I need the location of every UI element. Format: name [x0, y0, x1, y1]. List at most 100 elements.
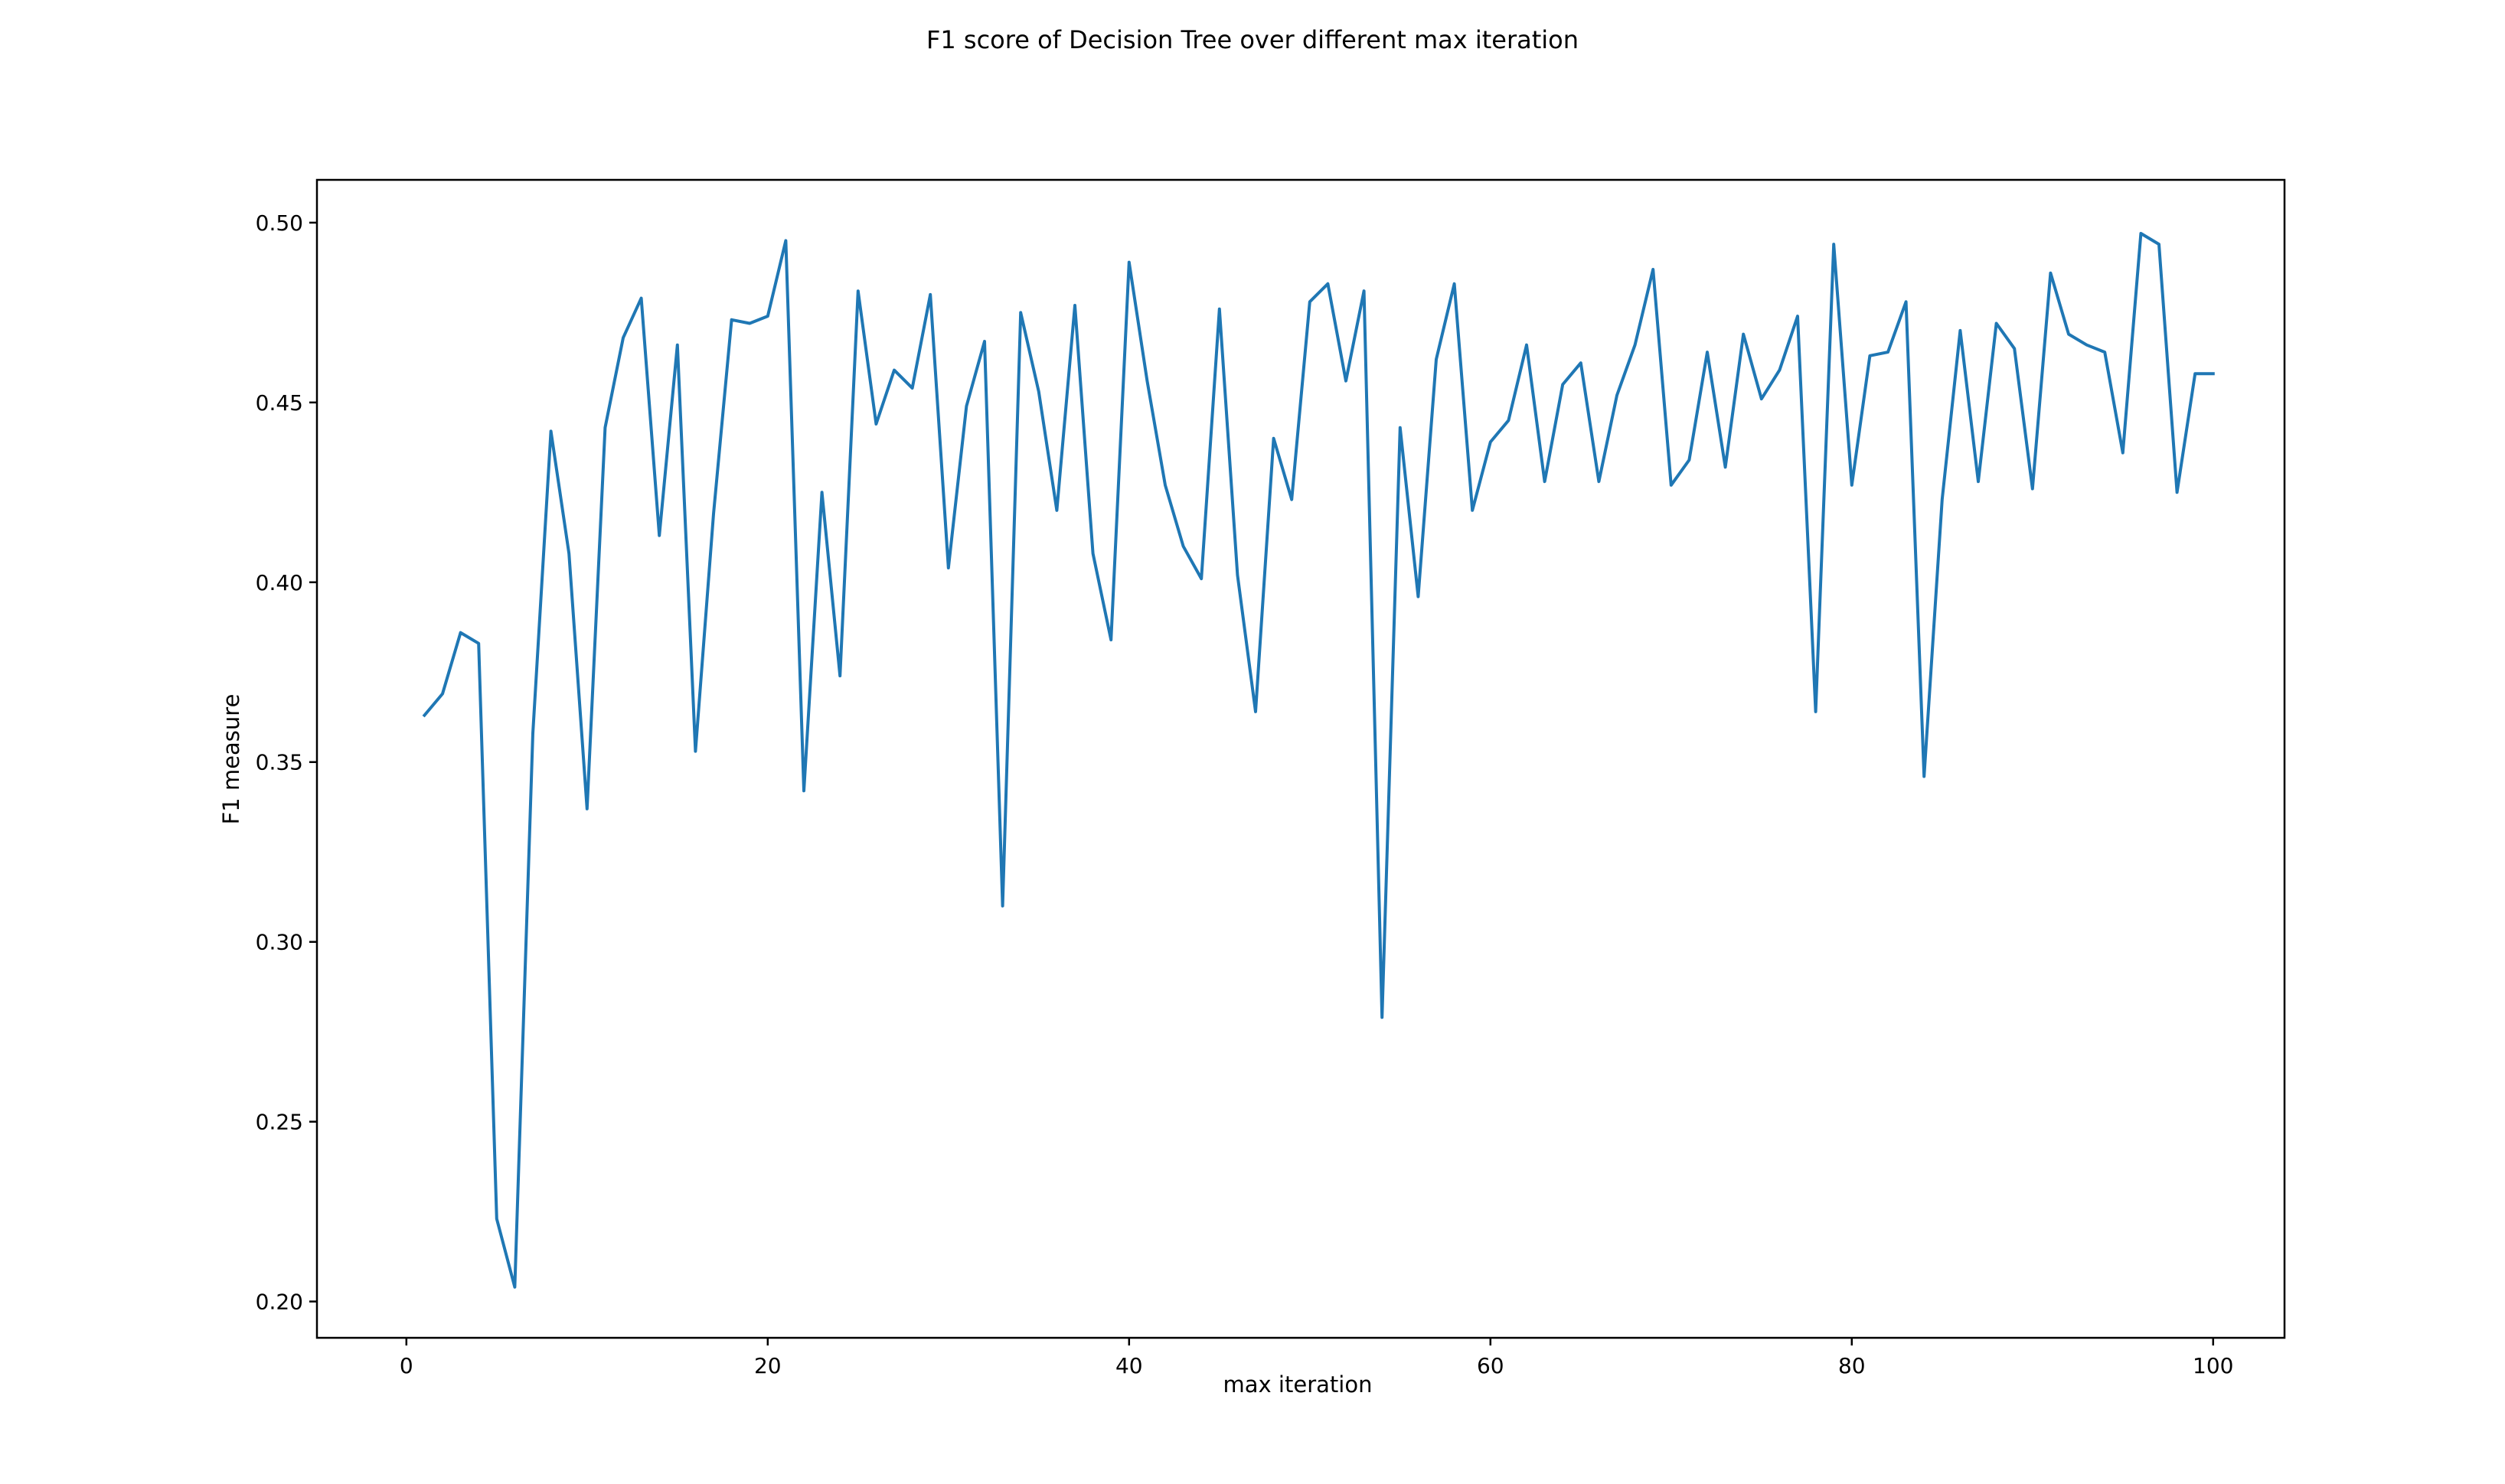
x-tick-label: 40 — [1115, 1353, 1143, 1378]
x-tick-label: 0 — [400, 1353, 413, 1378]
data-point — [2121, 452, 2125, 455]
data-point — [1814, 710, 1818, 713]
data-point — [1760, 397, 1763, 400]
data-point — [1687, 458, 1690, 462]
data-point — [1001, 905, 1004, 908]
data-point — [1706, 351, 1709, 354]
data-point — [2193, 372, 2196, 375]
data-point — [766, 315, 769, 318]
data-point — [1886, 351, 1889, 354]
data-point — [2013, 347, 2016, 350]
data-point — [1543, 480, 1546, 483]
y-tick-label: 0.20 — [256, 1290, 303, 1315]
x-tick-label: 20 — [754, 1353, 782, 1378]
data-point — [1670, 484, 1673, 487]
series-line — [422, 232, 2215, 1289]
data-point — [1344, 380, 1347, 383]
x-axis: 0 20 40 60 80 100 — [400, 1338, 2234, 1378]
plot-frame — [315, 178, 2286, 1339]
data-point — [802, 789, 805, 792]
data-point — [2212, 372, 2215, 375]
data-point — [1579, 361, 1582, 364]
data-point — [1236, 573, 1239, 576]
data-point — [1073, 304, 1076, 307]
data-point — [1399, 426, 1402, 429]
y-tick-label: 0.45 — [256, 390, 303, 416]
data-point — [965, 405, 968, 408]
data-point — [1128, 261, 1131, 264]
data-point — [1145, 380, 1148, 383]
y-tick-label: 0.25 — [256, 1110, 303, 1135]
data-point — [857, 289, 860, 292]
data-point — [1416, 595, 1419, 598]
data-point — [1868, 354, 1871, 357]
data-point — [1164, 484, 1167, 487]
data-point — [947, 566, 950, 569]
data-point — [513, 1286, 516, 1289]
data-point — [1525, 344, 1528, 347]
data-point — [838, 674, 841, 677]
data-point — [2139, 232, 2142, 235]
data-point — [1742, 333, 1745, 336]
data-point — [1019, 311, 1022, 314]
data-point — [2067, 333, 2070, 336]
data-point — [1092, 552, 1095, 555]
data-point — [748, 322, 751, 325]
data-point — [550, 429, 553, 432]
data-point — [1778, 369, 1781, 372]
data-point — [1850, 484, 1853, 487]
data-point — [893, 369, 896, 372]
data-point — [477, 642, 480, 645]
data-point — [1218, 308, 1221, 311]
data-point — [1561, 383, 1564, 386]
data-point — [730, 318, 733, 321]
y-axis-label: F1 measure — [218, 694, 244, 825]
data-point — [603, 426, 606, 429]
data-point — [1634, 344, 1637, 347]
data-point — [2085, 344, 2089, 347]
y-tick-label: 0.30 — [256, 930, 303, 955]
chart-title: F1 score of Decision Tree over different… — [926, 25, 1579, 54]
data-point — [1977, 480, 1980, 483]
data-point — [1435, 358, 1438, 361]
data-point — [1995, 322, 1998, 325]
data-point — [2031, 488, 2034, 491]
data-point — [586, 807, 589, 810]
data-point — [676, 344, 679, 347]
data-point — [1796, 315, 1799, 318]
data-point — [929, 293, 932, 296]
x-tick-label: 60 — [1477, 1353, 1504, 1378]
y-axis: 0.20 0.25 0.30 0.35 0.40 0.45 0.50 — [256, 210, 317, 1315]
data-point — [1363, 289, 1366, 292]
x-tick-label: 100 — [2193, 1353, 2233, 1378]
data-point — [1832, 243, 1835, 246]
data-point — [911, 386, 914, 390]
data-point — [495, 1218, 498, 1221]
data-point — [423, 714, 426, 717]
y-tick-label: 0.50 — [256, 210, 303, 236]
data-point — [1507, 419, 1510, 422]
data-point — [658, 534, 661, 537]
data-point — [1958, 329, 1961, 332]
data-point — [1615, 394, 1618, 397]
y-tick-label: 0.35 — [256, 750, 303, 775]
data-point — [2176, 491, 2179, 494]
data-point — [1941, 498, 1944, 501]
data-point — [1182, 545, 1185, 548]
data-point — [1272, 437, 1275, 440]
data-point — [640, 297, 643, 300]
data-point — [1037, 390, 1040, 393]
data-point — [1200, 577, 1203, 580]
data-point — [712, 513, 715, 516]
data-point — [1724, 465, 1727, 468]
plot-area — [422, 232, 2215, 1289]
data-point — [784, 239, 787, 242]
data-point — [531, 732, 534, 735]
data-point — [567, 552, 570, 555]
data-point — [1290, 498, 1293, 501]
data-point — [1489, 441, 1492, 444]
data-point — [1380, 1016, 1383, 1019]
data-point — [622, 336, 625, 339]
x-tick-label: 80 — [1838, 1353, 1866, 1378]
